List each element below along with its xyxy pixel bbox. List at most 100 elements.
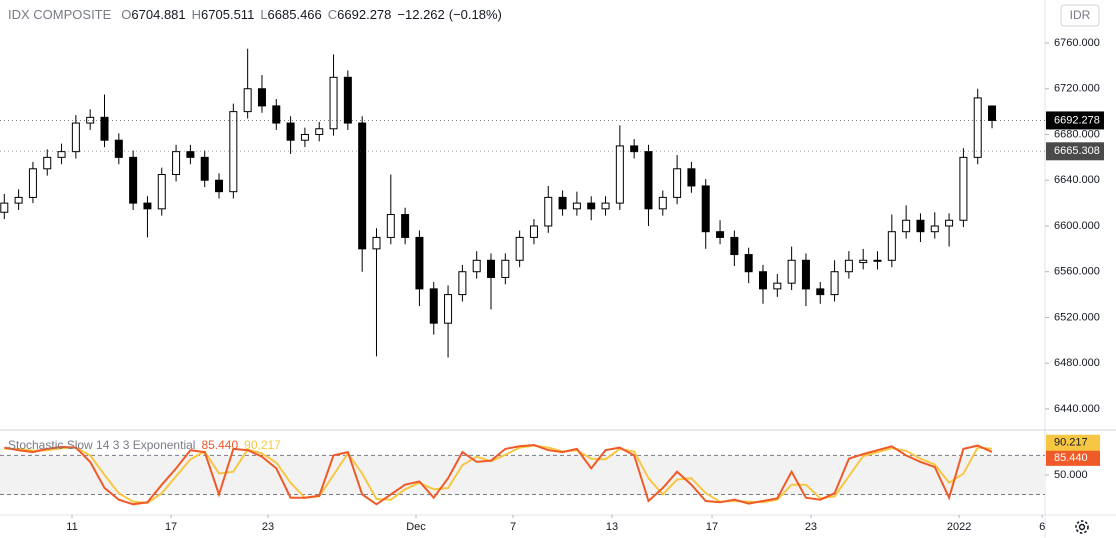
ohlc-letter: H: [192, 7, 201, 22]
y-tick-label: 6600.000: [1054, 220, 1100, 232]
y-tick-label: 6480.000: [1054, 357, 1100, 369]
candle-body: [673, 168, 682, 198]
candle-body: [229, 111, 238, 193]
ohlc-value: 6685.466: [268, 7, 322, 22]
candle-body: [630, 145, 639, 153]
y-tick-label: 6760.000: [1054, 37, 1100, 49]
value-box-label: 85.440: [1054, 452, 1088, 464]
symbol-title: IDX COMPOSITE: [8, 7, 112, 22]
candle-body: [644, 151, 653, 210]
y-tick-label: 6640.000: [1054, 174, 1100, 186]
y-tick-label: 6560.000: [1054, 266, 1100, 278]
candle-body: [172, 151, 181, 176]
candle-body: [372, 236, 381, 250]
value-box: [1046, 449, 1100, 466]
candle-body: [28, 168, 37, 198]
candle-body: [286, 122, 295, 141]
candle-body: [186, 151, 195, 158]
ohlc-value: 6705.511: [201, 7, 254, 22]
ohlc-letter: C: [328, 7, 337, 22]
x-tick-label: 11: [66, 521, 77, 533]
candle-body: [114, 139, 123, 158]
candle-body: [844, 259, 853, 273]
candle-body: [415, 236, 424, 290]
y-tick-label: 6720.000: [1054, 83, 1100, 95]
value-box: [1046, 434, 1100, 451]
last-price-label: 6692.278: [1054, 114, 1100, 126]
candle-body: [14, 196, 23, 204]
x-tick-label: 6: [1039, 521, 1045, 533]
indicator-title: Stochastic Slow 14 3 3 Exponential 85.440…: [8, 438, 281, 452]
marker-price-label: 6665.308: [1054, 145, 1100, 157]
candle-body: [830, 271, 839, 296]
candle-body: [401, 214, 410, 238]
candle-body: [100, 116, 109, 141]
candle-body: [558, 196, 567, 210]
candle-body: [329, 76, 338, 130]
candle-body: [773, 282, 782, 290]
candle-body: [515, 236, 524, 261]
currency-button[interactable]: [1060, 4, 1100, 27]
candle-body: [143, 202, 152, 210]
candle-body: [758, 271, 767, 290]
candle-body: [916, 219, 925, 233]
indicator-value: 90.217: [244, 438, 281, 452]
marker-price-box: [1046, 142, 1104, 161]
x-tick-label: 17: [165, 521, 177, 533]
x-tick-label: 23: [805, 521, 817, 533]
candle-body: [587, 202, 596, 210]
currency-label[interactable]: IDR: [1070, 8, 1091, 22]
candle-body: [444, 294, 453, 324]
candle-body: [386, 214, 395, 238]
candle-body: [157, 174, 166, 210]
candle-body: [315, 128, 324, 135]
candle-body: [658, 196, 667, 210]
candle-body: [0, 202, 9, 213]
settings-icon[interactable]: [1075, 520, 1089, 534]
ohlc-value: 6692.278: [337, 7, 391, 22]
ohlc-value: 6704.881: [131, 7, 185, 22]
candle-body: [687, 168, 696, 187]
candle-body: [501, 259, 510, 278]
candle-body: [472, 259, 481, 273]
candle-body: [86, 116, 95, 124]
candle-body: [930, 225, 939, 233]
candle-body: [601, 202, 610, 210]
x-tick-label: 7: [510, 521, 516, 533]
y-tick-label: 6520.000: [1054, 311, 1100, 323]
candle-body: [544, 196, 553, 227]
y-tick-label: 6680.000: [1054, 128, 1100, 140]
candle-body: [859, 259, 868, 264]
candle-body: [200, 156, 209, 181]
change-percent: (−0.18%): [449, 7, 502, 22]
candle-body: [129, 156, 138, 204]
candle-body: [257, 88, 266, 107]
candle-body: [959, 156, 968, 221]
candle-body: [730, 236, 739, 256]
candle-body: [787, 259, 796, 284]
ohlc-letter: L: [260, 7, 267, 22]
x-tick-label: 23: [262, 521, 274, 533]
candle-body: [429, 288, 438, 324]
candle-body: [701, 185, 710, 233]
candle-body: [529, 225, 538, 238]
candle-body: [744, 254, 753, 273]
candle-body: [873, 259, 882, 262]
x-tick-label: 13: [606, 521, 618, 533]
y-tick-label: 6440.000: [1054, 403, 1100, 415]
candle-body: [615, 145, 624, 204]
candle-body: [272, 105, 281, 124]
candle-body: [816, 288, 825, 296]
candle-body: [973, 97, 982, 158]
candle-body: [71, 122, 80, 153]
candle-body: [215, 179, 224, 193]
candle-body: [487, 259, 496, 278]
indicator-value: 85.440: [201, 438, 238, 452]
change: −12.262: [397, 7, 444, 22]
y-tick-label: 50.000: [1054, 469, 1088, 481]
candle-body: [358, 122, 367, 250]
x-tick-label: 17: [706, 521, 718, 533]
candle-body: [945, 219, 954, 227]
candle-body: [572, 202, 581, 210]
